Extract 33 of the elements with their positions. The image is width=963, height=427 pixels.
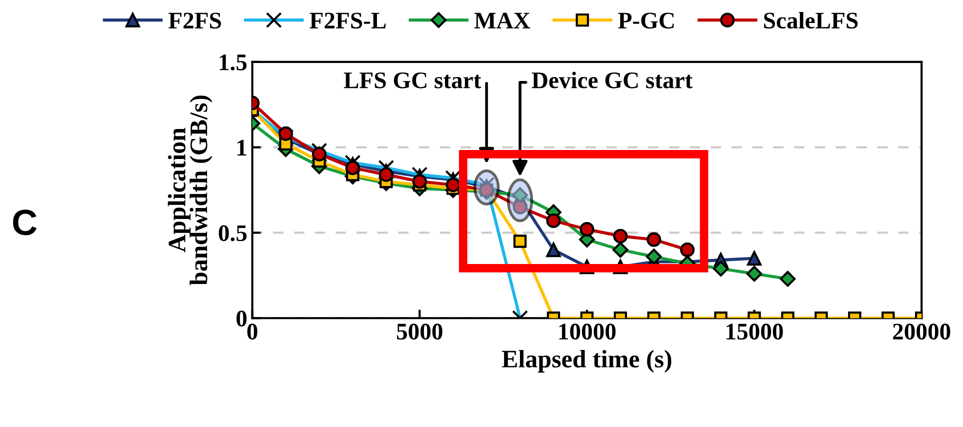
y-tick-label: 1.5 [220,54,247,70]
point [746,266,762,282]
y-tick-label: 0.5 [218,225,247,242]
point [712,260,729,277]
y-tick-label: 1 [238,140,246,156]
x-tick-label: 10000 [559,324,616,340]
point [646,232,662,247]
point [546,242,561,258]
x-axis-title: Elapsed time (s) [502,350,672,373]
x-tick-label: 15000 [726,324,783,340]
point [580,222,594,237]
annotation: Device GC start [532,72,693,88]
x-tick-label: 20000 [893,324,950,340]
y-tick-label: 0 [236,310,247,327]
point [780,270,796,287]
point [513,234,527,248]
point [613,228,628,244]
legend-label: ScaleLFS [764,12,858,29]
point [646,248,662,265]
legend-label: MAX [474,12,530,28]
annotation: LFS GC start [344,72,482,88]
legend-label: F2FS-L [310,12,386,29]
legend-label: F2FS [168,12,221,29]
point [546,213,561,228]
x-tick-label: 0 [247,324,258,340]
point [680,242,695,258]
x-tick-label: 5000 [396,324,442,340]
point [746,251,762,266]
text: C [13,210,37,236]
legend-label: P-GC [618,12,674,29]
point [378,167,394,182]
y-axis-title: Application bandwidth (GB/s) [168,96,212,286]
point [612,242,628,258]
